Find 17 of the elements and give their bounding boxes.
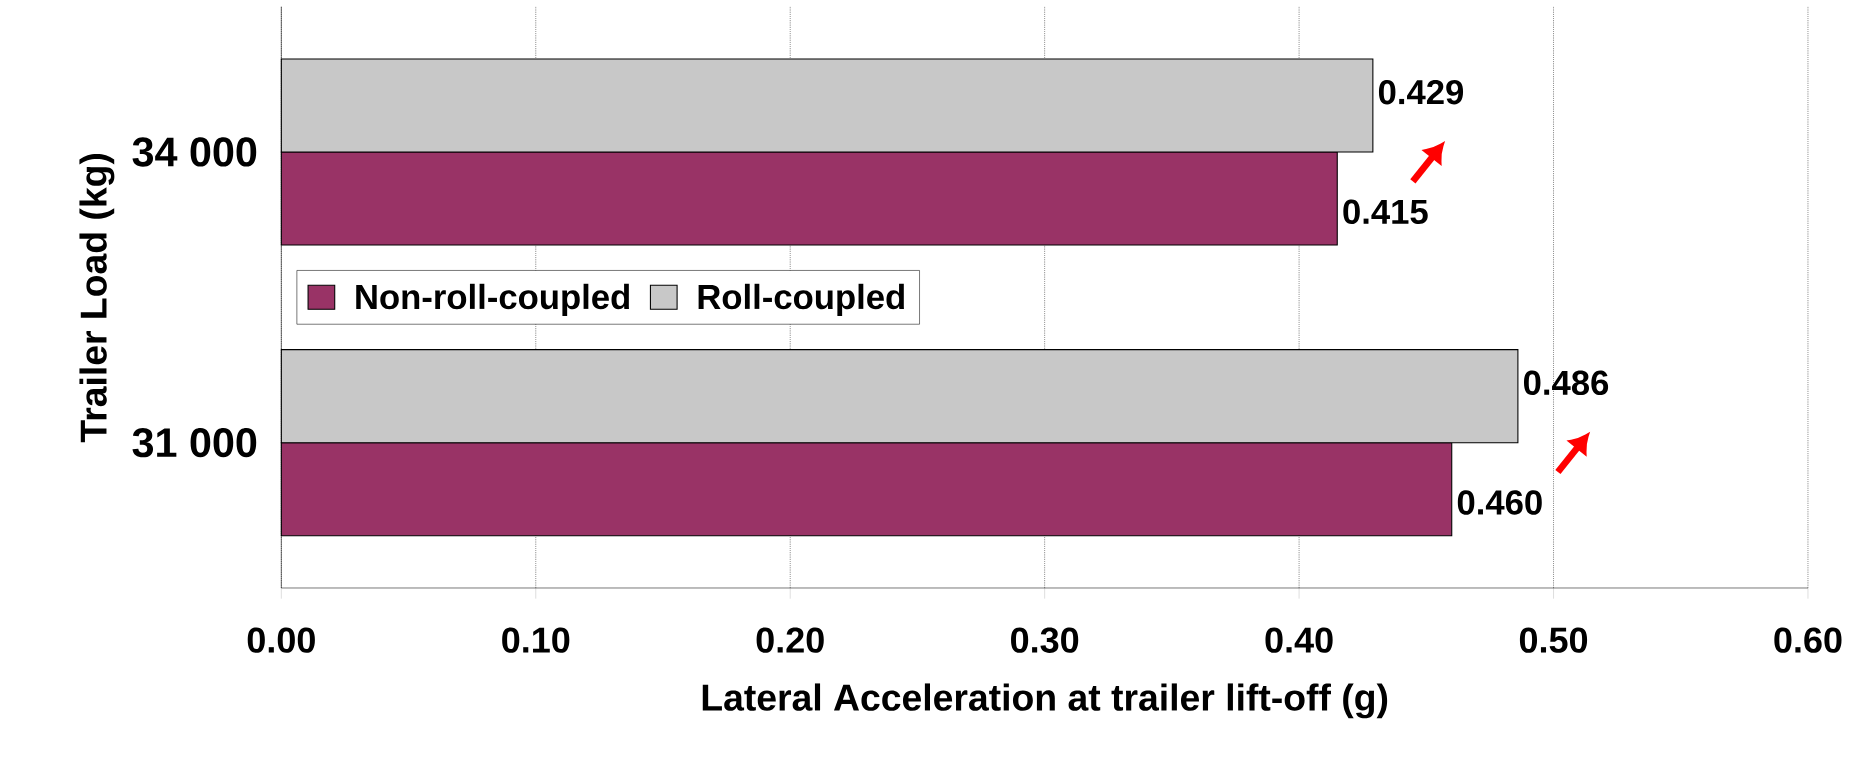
x-tick-label: 0.00 <box>247 627 315 653</box>
data-label: 0.486 <box>1523 370 1609 396</box>
y-tick-label: 34 000 <box>132 137 257 167</box>
x-tick-label: 0.50 <box>1519 627 1588 653</box>
legend-label: Roll-coupled <box>698 283 904 317</box>
data-label: 0.429 <box>1378 79 1464 105</box>
data-label: 0.460 <box>1457 490 1542 515</box>
data-label: 0.415 <box>1343 199 1428 225</box>
y-axis-title: Trailer Load (kg) <box>79 153 115 443</box>
legend-label: Non-roll-coupled <box>356 283 629 317</box>
x-tick-label: 0.10 <box>502 627 570 653</box>
x-tick-label: 0.60 <box>1774 627 1842 653</box>
y-tick-label: 31 000 <box>132 428 257 458</box>
x-tick-label: 0.30 <box>1011 627 1079 653</box>
x-tick-label: 0.20 <box>756 627 824 653</box>
x-tick-label: 0.40 <box>1265 627 1333 653</box>
x-axis-title: Lateral Acceleration at trailer lift-off (g) <box>702 683 1388 719</box>
